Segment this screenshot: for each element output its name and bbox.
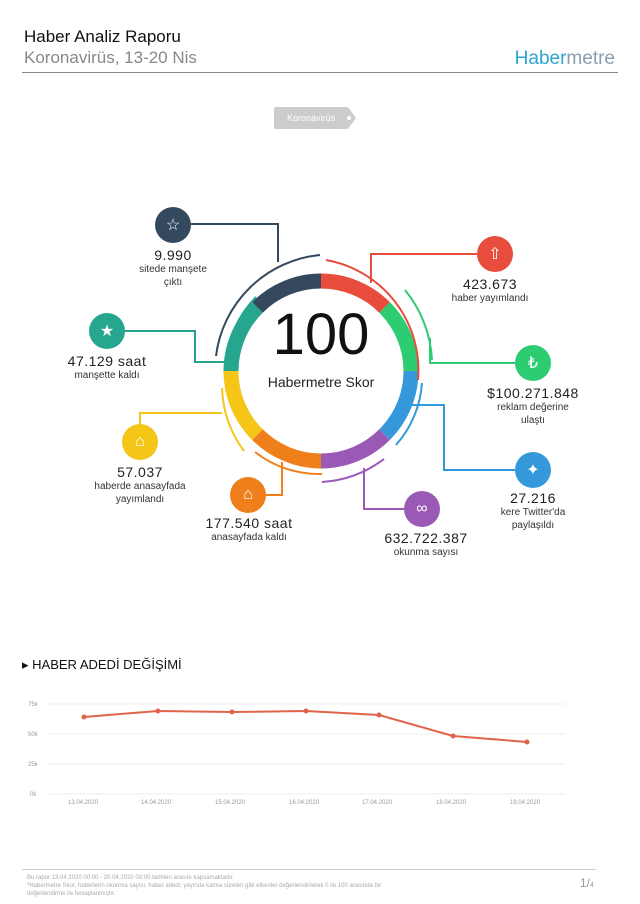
score-infographic (125, 223, 515, 510)
glasses-icon: ∞ (404, 491, 440, 527)
footer-note: Bu rapor 13.04.2020 00:00 - 20.04.2020 0… (27, 875, 382, 897)
chart-section-title: ▸ HABER ADEDİ DEĞİŞİMİ (22, 657, 182, 672)
rocket-icon: ⇧ (477, 236, 513, 272)
stat-headline-hours: 47.129 saat manşette kaldı (67, 353, 147, 381)
svg-text:19.04.2020: 19.04.2020 (510, 800, 541, 806)
stat-homepage-count: 57.037 haberde anasayfada yayımlandı (94, 464, 186, 505)
header-divider (22, 72, 618, 73)
topic-tag: Koronavirüs (274, 107, 356, 129)
news-count-line-chart: 75k 50k 25k 0k 13.04.2020 14.04.2020 15.… (28, 702, 565, 806)
svg-text:16.04.2020: 16.04.2020 (289, 800, 320, 806)
svg-text:17.04.2020: 17.04.2020 (362, 800, 393, 806)
stat-ad-value: $100.271.848 reklam değerine ulaştı (487, 385, 579, 426)
stat-homepage-hours: 177.540 saat anasayfada kaldı (205, 515, 293, 543)
star-outline-icon: ☆ (155, 207, 191, 243)
star-filled-icon: ★ (89, 313, 125, 349)
svg-text:25k: 25k (28, 762, 39, 768)
stat-read-count: 632.722.387 okunma sayısı (384, 530, 468, 558)
footer-divider (22, 869, 596, 870)
stat-twitter-shares: 27.216 kere Twitter'da paylaşıldı (500, 490, 566, 531)
svg-text:14.04.2020: 14.04.2020 (141, 800, 172, 806)
svg-text:18.04.2020: 18.04.2020 (436, 800, 467, 806)
page-number: 1/4 (580, 876, 594, 890)
score-label: Habermetre Skor (267, 374, 375, 390)
score-value: 100 (272, 302, 370, 367)
home-icon: ⌂ (230, 477, 266, 513)
stat-headline-count: 9.990 sitede manşete çıktı (139, 247, 207, 288)
stat-news-published: 423.673 haber yayımlandı (451, 276, 529, 304)
svg-text:75k: 75k (28, 702, 39, 708)
svg-text:50k: 50k (28, 732, 39, 738)
svg-text:0k: 0k (30, 792, 37, 798)
twitter-icon: ✦ (515, 452, 551, 488)
home-icon: ⌂ (122, 424, 158, 460)
svg-text:13.04.2020: 13.04.2020 (68, 800, 99, 806)
svg-text:15.04.2020: 15.04.2020 (215, 800, 246, 806)
habermetre-logo: Habermetre (514, 48, 615, 69)
lira-icon: ₺ (515, 345, 551, 381)
report-subtitle: Koronavirüs, 13-20 Nis (24, 48, 197, 67)
report-title: Haber Analiz Raporu (24, 27, 181, 46)
